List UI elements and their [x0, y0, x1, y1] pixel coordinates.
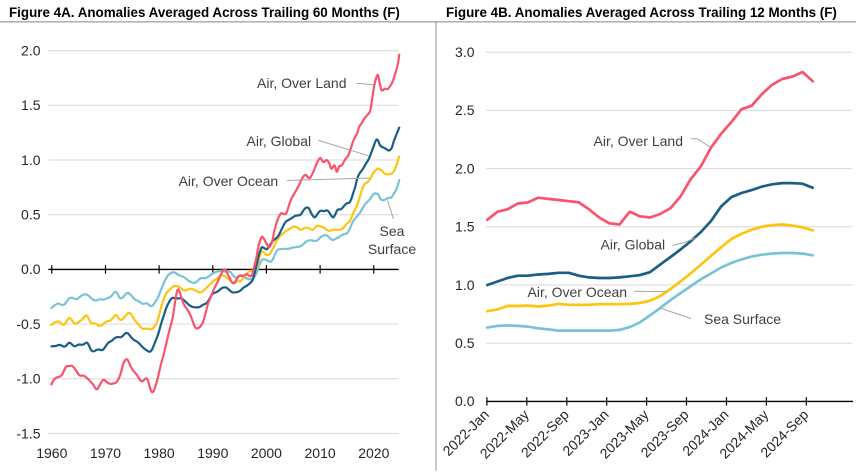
svg-text:2000: 2000: [251, 445, 282, 461]
svg-text:1980: 1980: [144, 445, 175, 461]
svg-text:Air, Over Ocean: Air, Over Ocean: [528, 284, 628, 300]
svg-text:Air, Over Land: Air, Over Land: [594, 133, 684, 149]
svg-text:1970: 1970: [90, 445, 121, 461]
svg-text:1960: 1960: [36, 445, 67, 461]
svg-text:1.5: 1.5: [21, 97, 41, 113]
svg-text:Air, Global: Air, Global: [247, 133, 312, 149]
svg-text:Air, Global: Air, Global: [601, 237, 666, 253]
svg-text:1.0: 1.0: [21, 152, 41, 168]
svg-text:1.0: 1.0: [455, 277, 475, 293]
svg-text:2010: 2010: [305, 445, 336, 461]
svg-text:0.5: 0.5: [455, 335, 475, 351]
svg-text:2.0: 2.0: [455, 160, 475, 176]
svg-text:0.5: 0.5: [21, 207, 41, 223]
svg-text:Figure 4B. Anomalies Averaged: Figure 4B. Anomalies Averaged Across Tra…: [446, 5, 837, 20]
svg-text:1.5: 1.5: [455, 219, 475, 235]
svg-text:2.5: 2.5: [455, 102, 475, 118]
svg-text:-1.0: -1.0: [16, 371, 40, 387]
svg-text:-1.5: -1.5: [16, 425, 40, 441]
svg-text:-0.5: -0.5: [16, 316, 40, 332]
svg-text:Sea: Sea: [380, 223, 405, 239]
svg-text:Sea Surface: Sea Surface: [704, 311, 781, 327]
svg-text:2.0: 2.0: [21, 42, 41, 58]
svg-text:Figure 4A. Anomalies Averaged: Figure 4A. Anomalies Averaged Across Tra…: [9, 5, 400, 20]
svg-text:3.0: 3.0: [455, 44, 475, 60]
svg-text:Air, Over Ocean: Air, Over Ocean: [179, 173, 279, 189]
svg-text:0.0: 0.0: [455, 393, 475, 409]
svg-text:1990: 1990: [197, 445, 228, 461]
svg-text:Air, Over Land: Air, Over Land: [257, 75, 347, 91]
svg-text:Surface: Surface: [368, 241, 416, 257]
svg-text:0.0: 0.0: [21, 261, 41, 277]
svg-text:2020: 2020: [358, 445, 389, 461]
